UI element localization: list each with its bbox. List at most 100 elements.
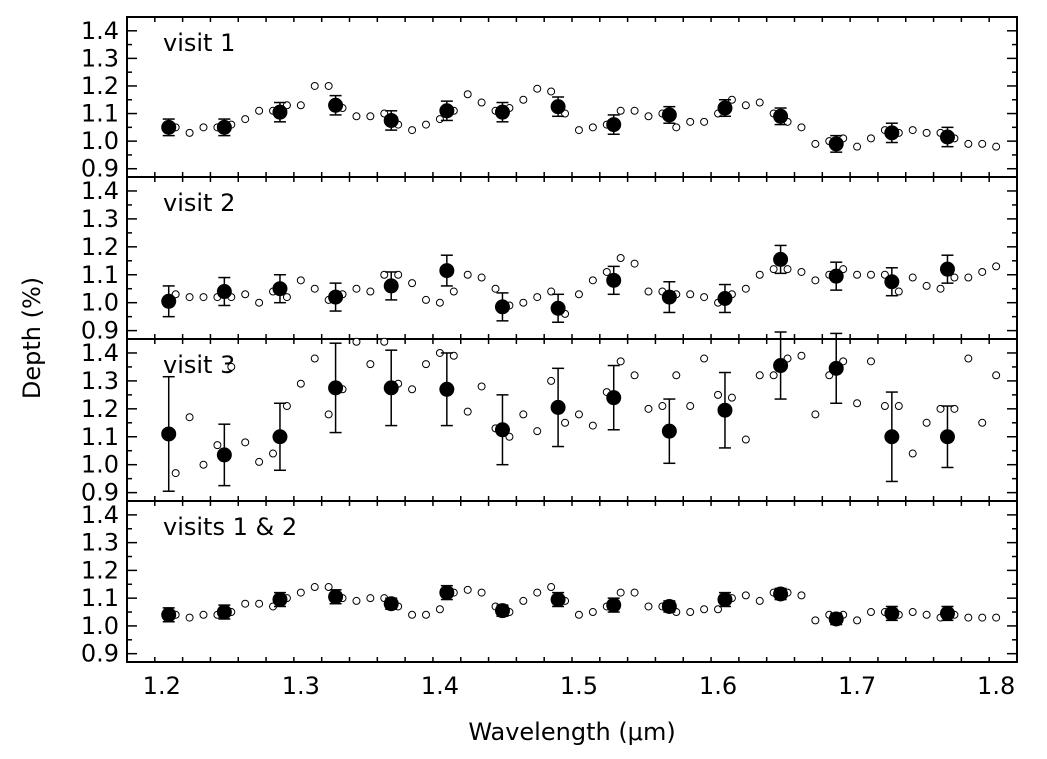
unbinned-point [310,81,319,90]
unbinned-point [755,596,764,605]
unbinned-point [894,287,903,296]
binned-point [939,605,955,621]
unbinned-point [811,139,820,148]
binned-point [216,284,232,300]
unbinned-point [296,101,305,110]
unbinned-point [352,596,361,605]
unbinned-point [866,270,875,279]
binned-point [884,125,900,141]
unbinned-point [352,284,361,293]
binned-point [328,289,344,305]
unbinned-point [408,279,417,288]
unbinned-point [449,287,458,296]
unbinned-point [282,402,291,411]
unbinned-point [547,376,556,385]
unbinned-point [463,270,472,279]
panel-label: visits 1 & 2 [163,513,297,541]
binned-point [828,268,844,284]
unbinned-point [686,117,695,126]
unbinned-point [296,379,305,388]
unbinned-point [185,413,194,422]
unbinned-point [908,449,917,458]
unbinned-point [978,267,987,276]
unbinned-point [477,588,486,597]
unbinned-point [630,588,639,597]
unbinned-point [449,351,458,360]
unbinned-point [964,273,973,282]
y-tick-label: 0.9 [81,479,119,507]
unbinned-point [255,298,264,307]
unbinned-point [199,460,208,469]
unbinned-point [561,418,570,427]
panel-frame [126,338,1018,502]
y-tick-label: 1.4 [81,177,119,205]
binned-point [661,289,677,305]
unbinned-point [741,284,750,293]
y-tick-label: 1.1 [81,261,119,289]
unbinned-point [380,337,389,346]
unbinned-point [630,259,639,268]
y-tick-label: 1.2 [81,395,119,423]
unbinned-point [741,591,750,600]
unbinned-point [936,284,945,293]
unbinned-point [672,123,681,132]
unbinned-point [421,295,430,304]
binned-point [272,104,288,120]
unbinned-point [491,284,500,293]
unbinned-point [477,98,486,107]
unbinned-point [992,142,1001,151]
unbinned-point [644,404,653,413]
binned-point [439,103,455,119]
binned-point [383,596,399,612]
y-tick-label: 0.9 [81,155,119,183]
binned-point [272,592,288,608]
unbinned-point [296,588,305,597]
unbinned-point [366,112,375,121]
x-tick-label: 1.4 [421,672,459,700]
binned-point [939,261,955,277]
unbinned-point [769,265,778,274]
unbinned-point [588,123,597,132]
y-tick-label: 1.0 [81,127,119,155]
unbinned-point [547,583,556,592]
binned-point [161,426,177,442]
unbinned-point [352,112,361,121]
unbinned-point [241,599,250,608]
binned-point [161,119,177,135]
binned-point [606,117,622,133]
unbinned-point [185,293,194,302]
unbinned-point [185,613,194,622]
binned-point [216,604,232,620]
unbinned-point [908,608,917,617]
unbinned-point [700,354,709,363]
unbinned-point [241,438,250,447]
unbinned-point [324,81,333,90]
unbinned-point [533,588,542,597]
unbinned-point [769,371,778,380]
unbinned-point [380,270,389,279]
unbinned-point [964,613,973,622]
binned-point [383,112,399,128]
unbinned-point [644,287,653,296]
unbinned-point [227,362,236,371]
unbinned-point [964,354,973,363]
unbinned-point [366,594,375,603]
unbinned-point [964,139,973,148]
binned-point [550,99,566,115]
unbinned-point [310,583,319,592]
unbinned-point [533,427,542,436]
binned-point [439,263,455,279]
y-axis-title: Depth (%) [18,277,46,399]
x-tick-label: 1.5 [560,672,598,700]
x-tick-label: 1.2 [143,672,181,700]
unbinned-point [324,583,333,592]
unbinned-point [853,616,862,625]
unbinned-point [686,290,695,299]
binned-point [606,597,622,613]
binned-point [828,611,844,627]
unbinned-point [644,602,653,611]
binned-point [717,592,733,608]
unbinned-point [574,290,583,299]
x-tick-label: 1.8 [977,672,1015,700]
y-tick-label: 1.1 [81,423,119,451]
